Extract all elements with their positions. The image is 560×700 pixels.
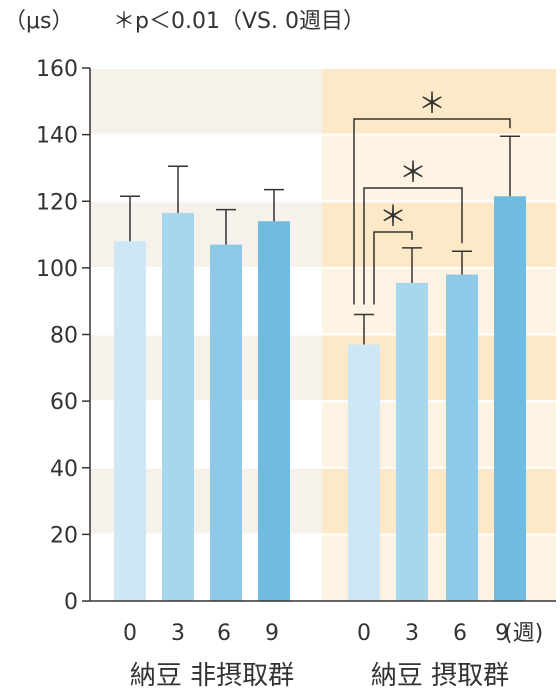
bar-group0-9 bbox=[258, 221, 290, 602]
axes: 0 20 40 60 80 100 120 140 160 bbox=[36, 57, 556, 615]
band-1-120 bbox=[322, 134, 556, 202]
significance-brackets: ＊ ＊ ＊ bbox=[353, 87, 511, 305]
error-bars bbox=[120, 135, 520, 345]
band-0-120 bbox=[90, 134, 322, 202]
x-tick-label-group1-6: 6 bbox=[453, 621, 467, 646]
bars bbox=[114, 196, 526, 602]
y-tick-label-40: 40 bbox=[50, 457, 78, 482]
bar-group1-3 bbox=[396, 282, 428, 601]
significance-bracket-1 bbox=[373, 231, 413, 305]
x-tick-label-group0-3: 3 bbox=[171, 621, 185, 646]
x-tick-label-group0-9: 9 bbox=[265, 621, 279, 646]
y-tick-label-60: 60 bbox=[50, 390, 78, 415]
band-0-140 bbox=[90, 68, 322, 135]
y-tick-label-100: 100 bbox=[36, 257, 78, 282]
y-tick-label-20: 20 bbox=[50, 523, 78, 548]
bar-group1-9 bbox=[494, 196, 526, 602]
x-tick-label-group0-6: 6 bbox=[217, 621, 231, 646]
bar-group0-3 bbox=[162, 212, 194, 602]
y-tick-label-120: 120 bbox=[36, 190, 78, 215]
x-tick-label-group0-0: 0 bbox=[123, 621, 137, 646]
significance-bracket-2 bbox=[363, 187, 463, 305]
y-tick-label-0: 0 bbox=[64, 590, 78, 615]
bar-group1-0 bbox=[348, 344, 380, 601]
group-label-non-intake: 納豆 非摂取群 bbox=[130, 661, 294, 691]
x-tick-label-group1-3: 3 bbox=[405, 621, 419, 646]
significance-note: ＊p＜0.01（VS. 0週目） bbox=[113, 9, 365, 34]
bar-group0-6 bbox=[210, 244, 242, 601]
significance-asterisk-2: ＊ bbox=[399, 156, 427, 189]
y-tick-label-160: 160 bbox=[36, 57, 78, 82]
y-tick-label-80: 80 bbox=[50, 324, 78, 349]
band-1-140 bbox=[322, 68, 556, 135]
y-tick-label-140: 140 bbox=[36, 124, 78, 149]
bar-group0-0 bbox=[114, 241, 146, 601]
significance-asterisk-3: ＊ bbox=[418, 87, 446, 120]
significance-asterisk-1: ＊ bbox=[379, 200, 407, 233]
y-axis-unit-label: （μs） bbox=[4, 9, 73, 34]
bar-group1-6 bbox=[446, 274, 478, 601]
x-axis-unit-label: (週) bbox=[504, 621, 543, 646]
x-tick-label-group1-0: 0 bbox=[357, 621, 371, 646]
significance-bracket-3 bbox=[353, 118, 511, 305]
group-label-intake: 納豆 摂取群 bbox=[371, 661, 509, 691]
x-tick-label-group1-9: 9 bbox=[495, 621, 509, 646]
